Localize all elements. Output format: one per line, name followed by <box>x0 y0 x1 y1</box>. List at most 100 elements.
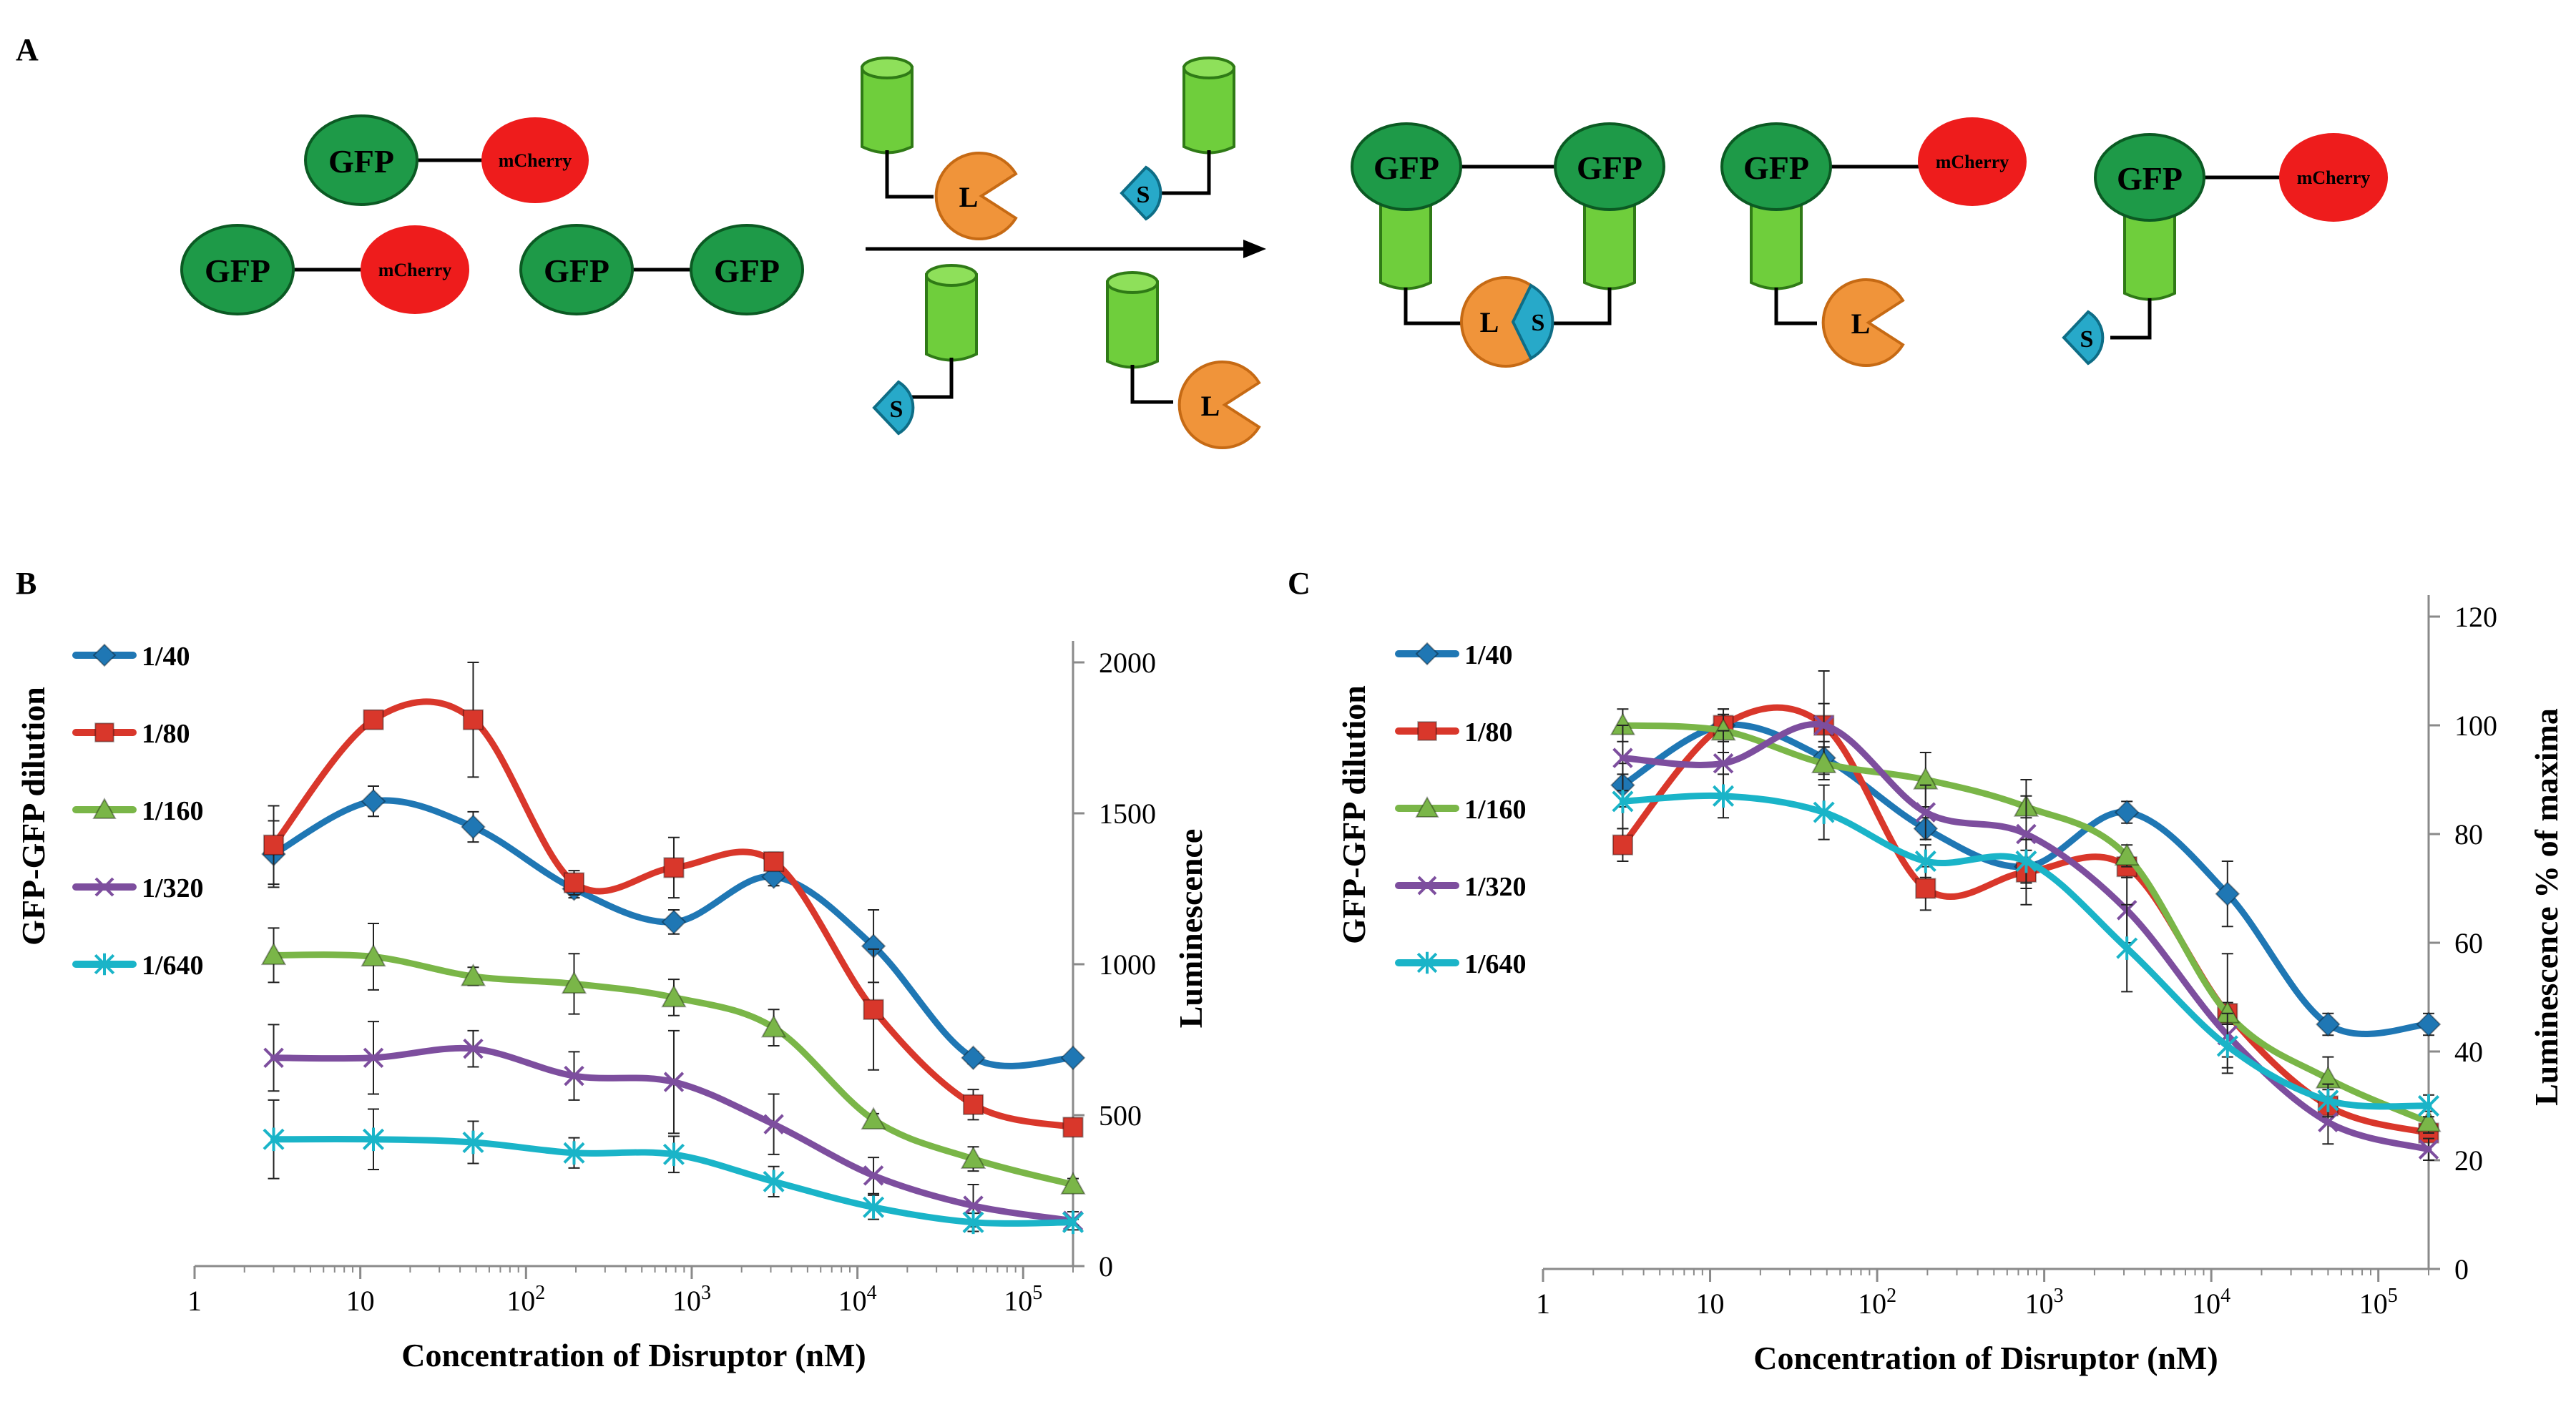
y-tick-label: 40 <box>2454 1036 2483 1068</box>
data-point <box>2116 936 2138 960</box>
x-tick-label: 105 <box>1004 1282 1042 1317</box>
y-tick-label: 0 <box>1099 1250 1113 1283</box>
gfp-domain <box>519 224 634 315</box>
data-point <box>2417 1094 2440 1118</box>
legend-label: 1/320 <box>1464 872 1527 902</box>
data-point <box>763 1114 784 1134</box>
data-point <box>861 1107 886 1130</box>
data-point <box>563 872 585 893</box>
legend-marker <box>1417 721 1437 741</box>
mcherry-domain <box>481 117 589 203</box>
legend-label: 1/320 <box>142 873 204 903</box>
legend-marker <box>1417 876 1437 896</box>
free-constructs: GFP mCherry GFP mCherry GFP GFP <box>180 114 804 315</box>
x-tick-label: 104 <box>838 1282 877 1317</box>
data-point <box>2315 1011 2341 1037</box>
legend-item: 1/80 <box>72 719 190 749</box>
reaction-arrow-head <box>1243 240 1266 258</box>
gfp-label: GFP <box>1373 149 1439 186</box>
legend-marker <box>1415 795 1439 818</box>
data-point <box>962 1094 984 1115</box>
legend-item: 1/40 <box>72 642 190 672</box>
data-point <box>2317 1089 2339 1112</box>
series-1-640 <box>263 1099 1084 1235</box>
mcherry-label: mCherry <box>2297 167 2371 188</box>
data-point <box>1914 849 1936 873</box>
data-point <box>362 1127 385 1152</box>
data-point <box>2416 1011 2442 1037</box>
mcherry-domain <box>2279 133 2388 222</box>
y-tick-label: 80 <box>2454 818 2483 850</box>
mcherry-domain <box>1918 117 2027 206</box>
gfp-domain <box>1554 122 1665 211</box>
gfp-domain <box>1720 122 1832 211</box>
x-tick-label: 103 <box>2025 1285 2064 1320</box>
legend-label: 1/80 <box>1464 717 1513 747</box>
x-tick-label: 1 <box>187 1285 202 1317</box>
y-tick-label: 120 <box>2454 601 2497 633</box>
data-point <box>561 971 587 994</box>
legend-title: GFP-GFP dilution <box>1336 685 1372 944</box>
legend-marker <box>94 722 114 742</box>
data-point <box>2215 881 2240 907</box>
data-point <box>2216 1034 2238 1058</box>
y-tick-label: 20 <box>2454 1144 2483 1177</box>
binder-with-large-fragment: L <box>861 57 1018 240</box>
data-point <box>361 943 386 967</box>
data-point <box>863 1165 884 1186</box>
legend-item: 1/160 <box>1395 795 1527 825</box>
x-tick-label: 105 <box>2359 1285 2398 1320</box>
data-point <box>1612 834 1634 856</box>
data-point <box>1915 802 1936 823</box>
gfp-label: GFP <box>1743 149 1809 186</box>
binder-fragments: L S S <box>861 57 1266 449</box>
panel-label-c: C <box>1288 566 1311 601</box>
binder-with-small-fragment: S <box>872 264 978 436</box>
legend-item: 1/320 <box>72 873 204 903</box>
legend-label: 1/160 <box>1464 795 1527 825</box>
data-point <box>663 857 685 878</box>
series-1-640 <box>1612 773 2440 1118</box>
data-point <box>760 1014 787 1038</box>
x-tick-label: 104 <box>2192 1285 2230 1320</box>
data-point <box>361 788 386 814</box>
gfp-domain <box>690 224 804 315</box>
data-point <box>1612 790 1634 813</box>
x-tick-label: 102 <box>506 1282 545 1317</box>
data-point <box>263 1047 284 1069</box>
x-axis-title: Concentration of Disruptor (nM) <box>401 1337 866 1373</box>
small-fragment-label: S <box>890 396 903 423</box>
y-axis-title: Luminescence <box>1172 829 1209 1029</box>
data-point <box>363 709 384 730</box>
data-point <box>1915 878 1936 899</box>
legend-item: 1/160 <box>72 796 204 826</box>
chart-b: 1 10 102 103 104 105 Concentration of Disrupto… <box>15 641 1209 1373</box>
mcherry-label: mCherry <box>499 150 572 171</box>
mcherry-domain <box>361 225 469 314</box>
series-line <box>270 951 1077 1188</box>
data-point <box>462 709 484 730</box>
data-point <box>763 1170 785 1194</box>
legend-label: 1/640 <box>142 951 204 981</box>
panel-label-b: B <box>16 566 36 601</box>
y-tick-label: 1000 <box>1099 948 1156 981</box>
data-point <box>463 1038 484 1059</box>
data-point <box>564 1065 584 1087</box>
data-point <box>961 1045 986 1071</box>
legend-marker <box>94 953 115 976</box>
chart-c: 1 10 102 103 104 105 Concentration of Disrupto… <box>1336 595 2565 1376</box>
data-point <box>1060 1045 1086 1071</box>
data-point <box>563 1141 585 1165</box>
data-point <box>863 999 884 1020</box>
data-point <box>462 1130 484 1155</box>
large-fragment-label: L <box>959 181 979 213</box>
series-1-40 <box>261 785 1086 1071</box>
panel-b: B 1 10 102 103 104 105 Concentration of Disrup… <box>15 566 1209 1373</box>
data-point <box>263 834 285 856</box>
data-point <box>2418 1139 2439 1160</box>
y-tick-label: 1500 <box>1099 798 1156 830</box>
small-fragment-label: S <box>1137 182 1150 208</box>
complex-gfp-mcherry-small: GFP mCherry S <box>2062 133 2388 366</box>
x-tick-label: 102 <box>1858 1285 1896 1320</box>
